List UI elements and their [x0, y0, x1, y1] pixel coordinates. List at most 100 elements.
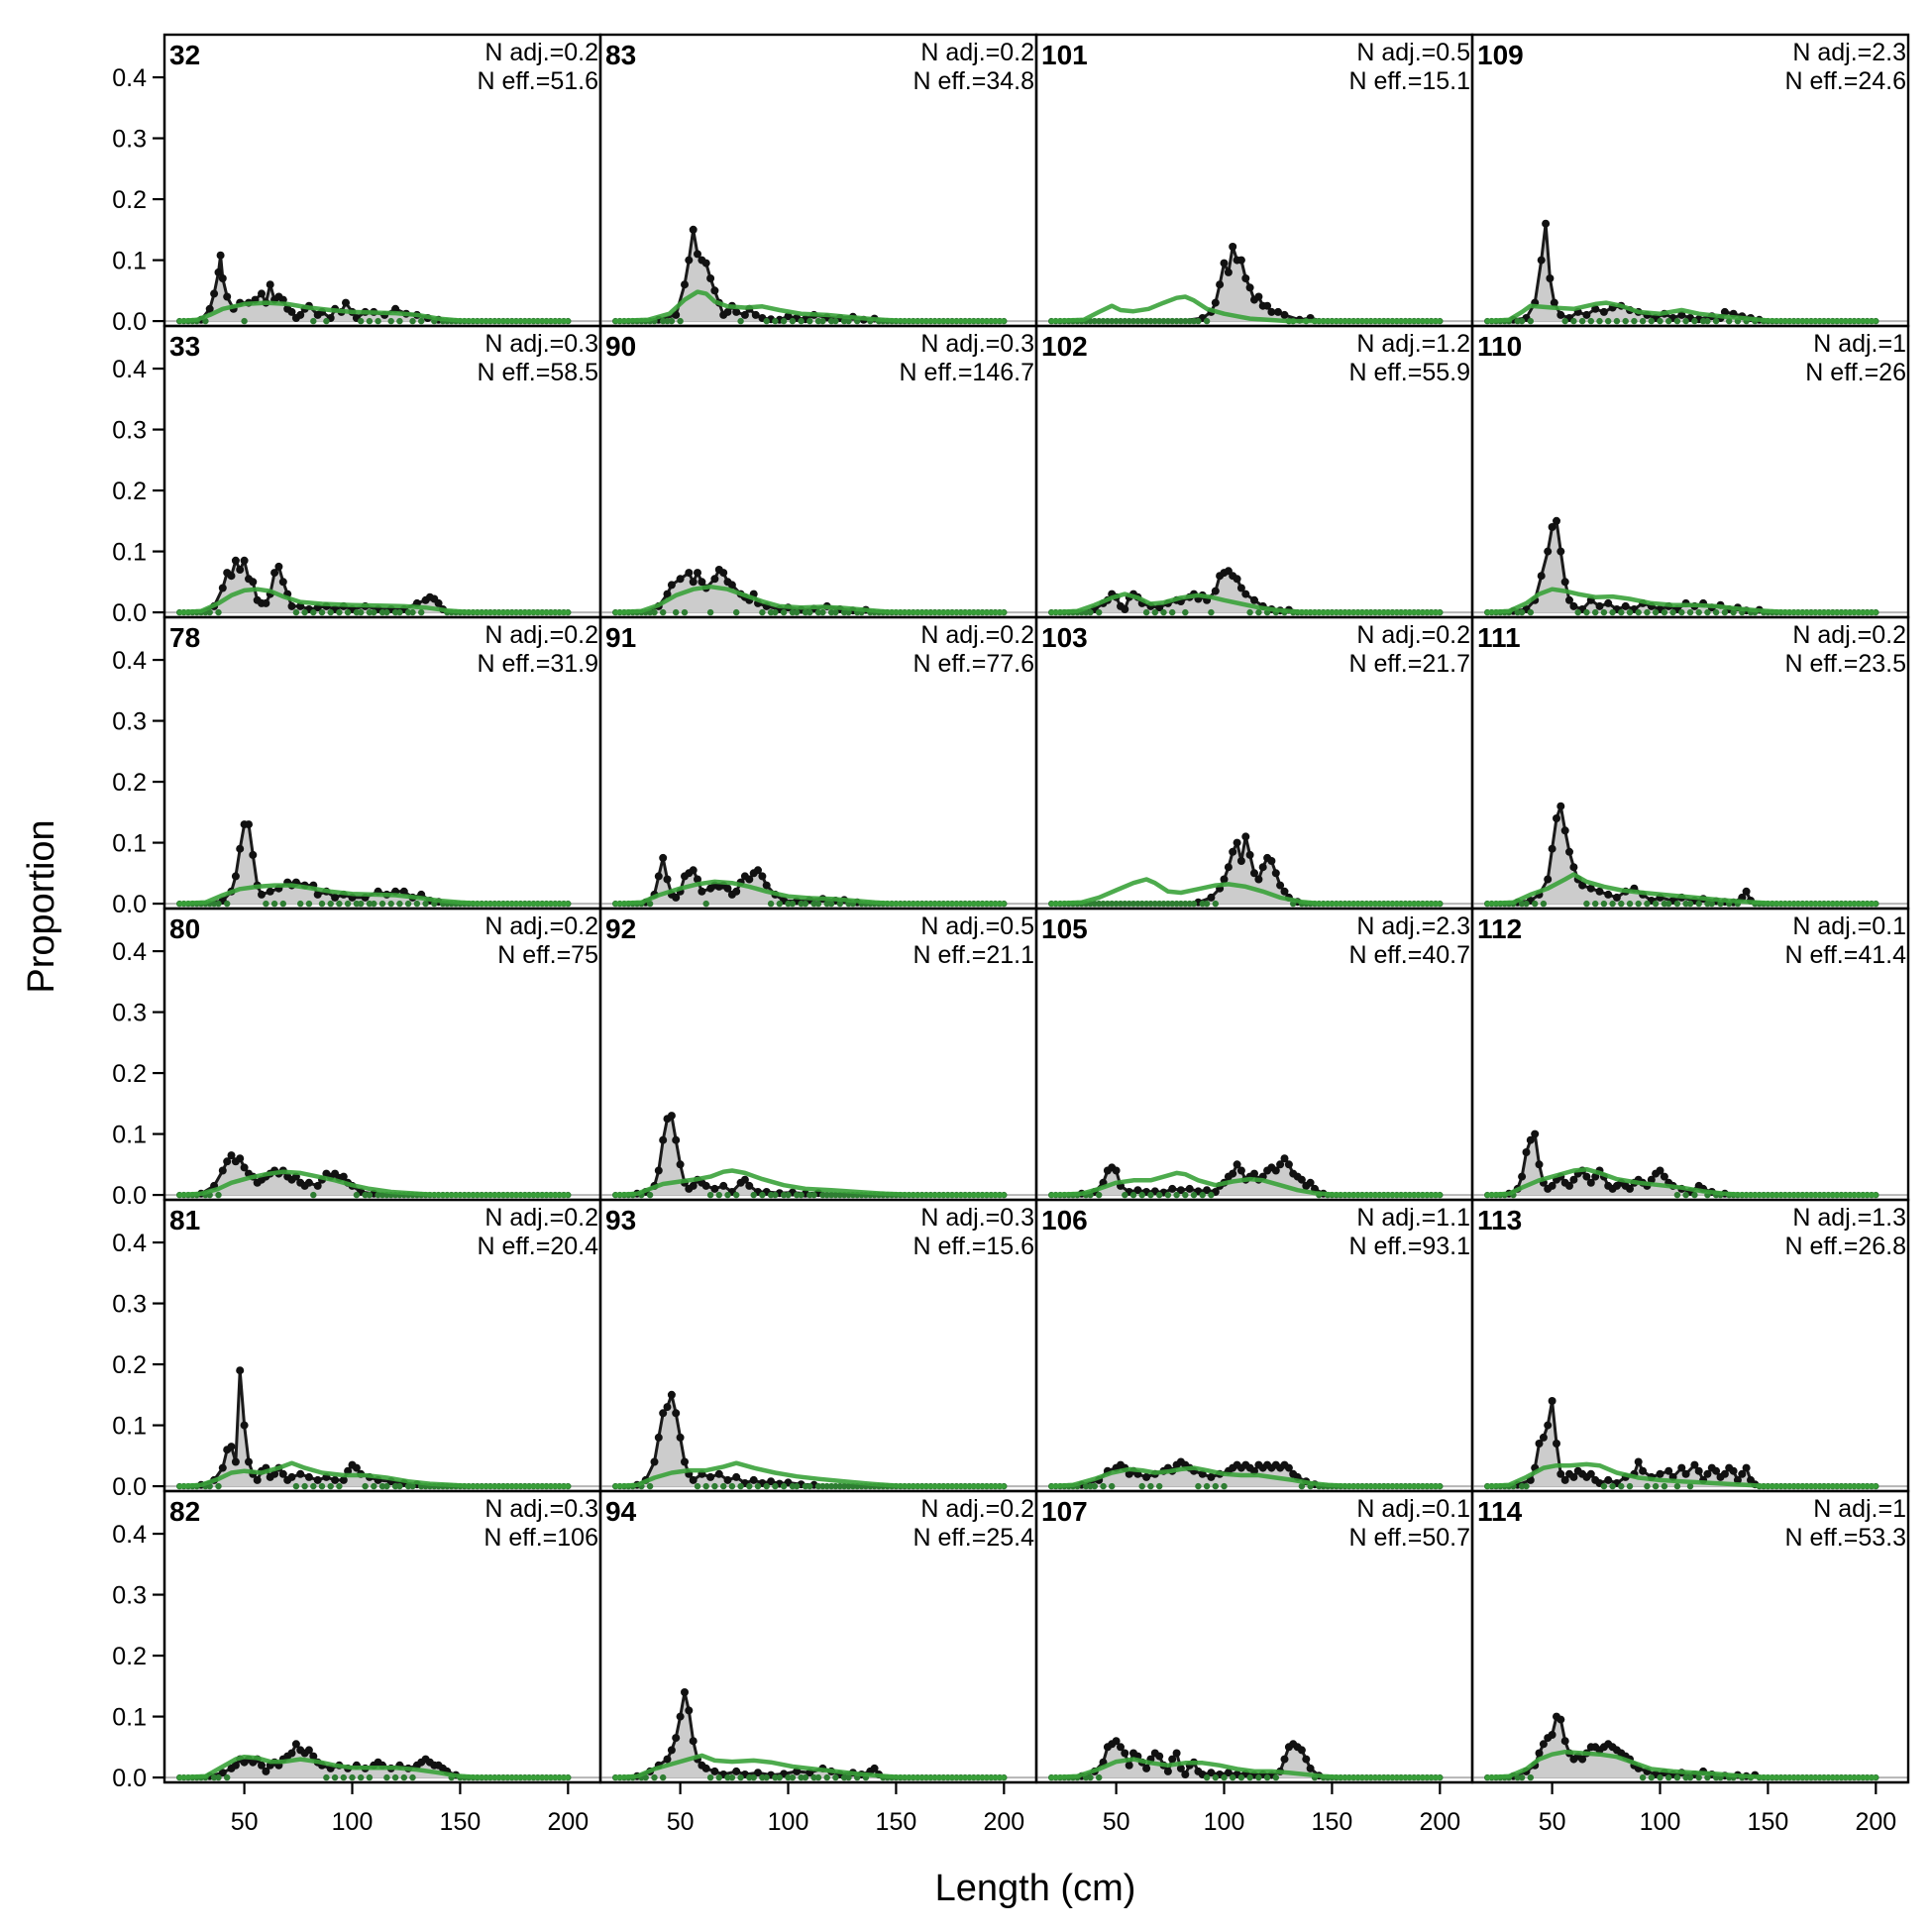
zero-bin-point — [1100, 900, 1107, 908]
panel-label: 32 — [169, 40, 200, 70]
n-adj-label: N adj.=0.5 — [920, 912, 1034, 940]
expected-line — [612, 879, 1007, 907]
zero-bin-point — [1147, 1191, 1154, 1199]
zero-bin-point — [1182, 608, 1189, 616]
zero-bin-point — [215, 1773, 222, 1781]
zero-bin-point — [746, 1773, 753, 1781]
observed-point — [266, 280, 274, 289]
zero-bin-point — [1518, 900, 1526, 908]
zero-bin-point — [827, 900, 835, 908]
observed-point — [304, 1746, 313, 1755]
observed-point — [1720, 1469, 1729, 1478]
observed-point — [218, 1463, 227, 1472]
observed-point — [270, 569, 279, 578]
observed-point — [762, 881, 771, 890]
observed-point — [1742, 887, 1751, 896]
zero-bin-point — [772, 1191, 779, 1199]
observed-point — [1250, 1169, 1258, 1178]
zero-bin-point — [215, 1191, 222, 1199]
observed-point — [274, 562, 283, 571]
panel-label: 103 — [1041, 622, 1088, 653]
zero-bin-point — [344, 608, 352, 616]
zero-bin-point — [362, 1482, 369, 1490]
expected-line — [1484, 872, 1878, 907]
zero-bin-point — [241, 317, 248, 325]
zero-bin-point — [1221, 1773, 1228, 1781]
observed-point — [1176, 1764, 1185, 1772]
zero-bin-point — [1190, 317, 1198, 325]
zero-bin-point — [1518, 317, 1526, 325]
zero-bin-point — [310, 317, 317, 325]
n-adj-label: N adj.=0.2 — [484, 912, 598, 940]
observed-point — [1207, 1769, 1216, 1777]
zero-bin-point — [1173, 1191, 1180, 1199]
zero-bin-point — [1109, 317, 1116, 325]
zero-bin-point — [263, 900, 269, 908]
zero-bin-point — [780, 608, 788, 616]
zero-bin-point — [1639, 317, 1647, 325]
zero-bin-point — [1605, 317, 1612, 325]
n-adj-label: N adj.=0.1 — [1792, 912, 1906, 940]
zero-bin-point — [646, 1482, 654, 1490]
zero-bin-point — [1246, 1773, 1253, 1781]
zero-bin-point — [810, 900, 817, 908]
observed-point — [1578, 881, 1587, 890]
observed-point — [399, 887, 408, 896]
observed-point — [1556, 1469, 1565, 1478]
zero-bin-point — [772, 608, 779, 616]
zero-bin-point — [318, 900, 326, 908]
observed-point — [1155, 1752, 1164, 1761]
panel-109: 109 N adj.=2.3N eff.=24.6 — [1470, 33, 1910, 328]
zero-bin-point — [1169, 317, 1176, 325]
zero-bin-point — [706, 1773, 714, 1781]
observed-point — [1112, 1737, 1121, 1746]
zero-bin-point — [1298, 1482, 1306, 1490]
y-tick-label: 0.0 — [112, 1765, 147, 1792]
panel-94: 94 N adj.=0.2N eff.=25.4 — [598, 1489, 1038, 1784]
observed-point — [1263, 301, 1272, 310]
zero-bin-point — [810, 1773, 817, 1781]
observed-point — [1634, 1457, 1643, 1466]
zero-bin-point — [1583, 608, 1590, 616]
observed-point — [1560, 578, 1569, 587]
zero-bin-point — [1518, 1773, 1526, 1781]
observed-point — [266, 887, 274, 896]
zero-bin-point — [1540, 900, 1548, 908]
zero-bin-point — [409, 608, 416, 616]
observed-point — [676, 575, 685, 584]
zero-bin-point — [1147, 1482, 1154, 1490]
zero-bin-point — [1091, 317, 1099, 325]
observed-point — [1241, 590, 1250, 598]
zero-bin-point — [344, 900, 352, 908]
observed-point — [1172, 1749, 1181, 1758]
zero-bin-point — [279, 900, 286, 908]
zero-bin-point — [823, 900, 830, 908]
expected-line — [1048, 1465, 1443, 1489]
observed-area — [179, 1744, 569, 1778]
observed-point — [659, 1409, 668, 1418]
observed-point — [701, 259, 710, 268]
n-adj-label: N adj.=1 — [1813, 330, 1906, 358]
observed-point — [1703, 1469, 1712, 1478]
observed-point — [663, 1403, 672, 1412]
observed-point — [732, 307, 741, 316]
zero-bin-point — [366, 900, 374, 908]
observed-point — [1656, 1469, 1664, 1478]
observed-point — [754, 1769, 762, 1777]
zero-bin-point — [1644, 1482, 1651, 1490]
zero-bin-point — [1592, 900, 1599, 908]
observed-point — [1176, 1186, 1185, 1195]
zero-bin-point — [396, 608, 403, 616]
panel-label: 102 — [1041, 331, 1088, 362]
zero-bin-point — [1661, 1482, 1668, 1490]
observed-point — [1664, 1466, 1673, 1475]
y-tick-label: 0.4 — [112, 1230, 147, 1257]
n-adj-label: N adj.=2.3 — [1356, 912, 1470, 940]
y-tick-label: 0.2 — [112, 478, 147, 505]
n-adj-label: N adj.=0.1 — [1356, 1495, 1470, 1523]
y-tick-label: 0.1 — [112, 539, 147, 567]
zero-bin-point — [802, 1773, 809, 1781]
zero-bin-point — [1147, 900, 1154, 908]
zero-bin-point — [767, 900, 775, 908]
observed-point — [1306, 1764, 1315, 1772]
